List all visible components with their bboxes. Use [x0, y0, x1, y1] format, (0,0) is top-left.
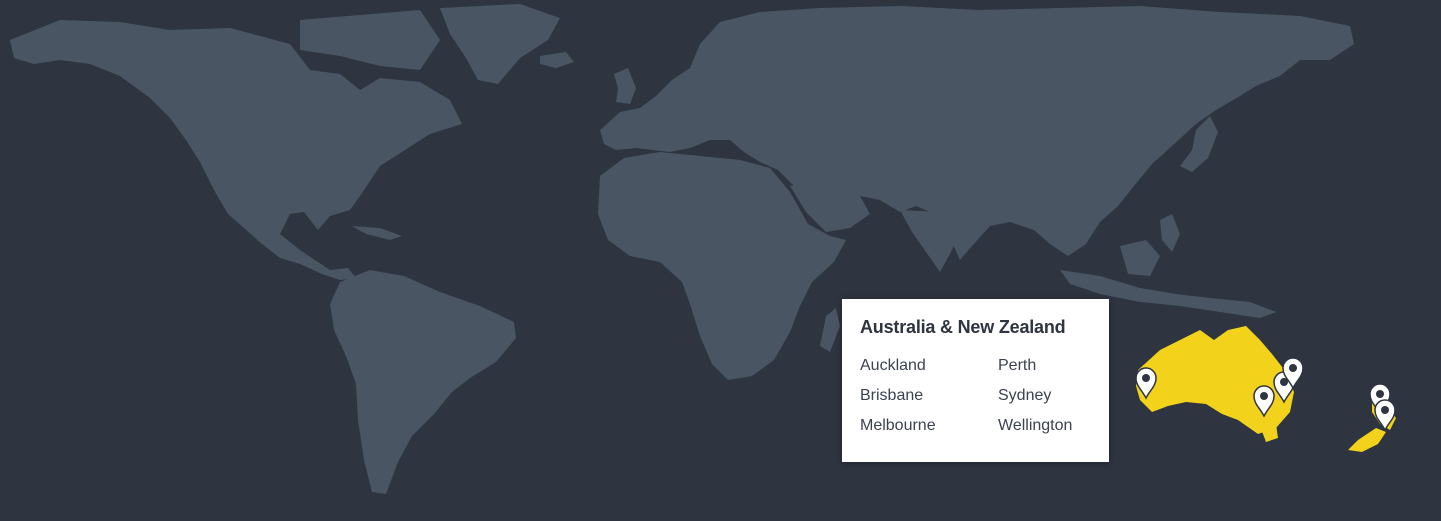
city-list: Auckland Perth Brisbane Sydney Melbourne…	[860, 356, 1091, 436]
city-item[interactable]: Wellington	[998, 417, 1073, 434]
land-arctic-islands	[300, 10, 440, 70]
map-pin-icon[interactable]	[1135, 367, 1157, 400]
region-info-card: Australia & New Zealand Auckland Perth B…	[842, 299, 1109, 462]
land-eurasia	[600, 6, 1354, 260]
highlight-new-zealand-south	[1348, 428, 1386, 452]
land-iceland	[540, 52, 574, 68]
city-item[interactable]: Melbourne	[860, 417, 936, 434]
land-japan	[1180, 116, 1218, 172]
city-item[interactable]: Sydney	[998, 387, 1052, 404]
land-caribbean	[352, 226, 402, 240]
highlight-tasmania	[1260, 424, 1278, 442]
map-pin-icon[interactable]	[1282, 357, 1304, 390]
city-item[interactable]: Perth	[998, 357, 1037, 374]
region-title: Australia & New Zealand	[860, 317, 1066, 337]
land-south-america	[330, 270, 516, 494]
land-philippines	[1160, 214, 1180, 252]
land-india	[900, 210, 960, 272]
map-pins	[1135, 357, 1396, 432]
land-indonesia	[1060, 270, 1276, 318]
land-africa	[598, 152, 846, 380]
land-arabia	[790, 180, 870, 232]
city-item[interactable]: Brisbane	[860, 387, 924, 404]
city-item[interactable]: Auckland	[860, 357, 926, 374]
land-uk	[614, 68, 636, 104]
land-greenland	[440, 4, 560, 84]
map-pin-icon[interactable]	[1374, 399, 1396, 432]
land-madagascar	[820, 308, 840, 352]
land-north-america	[10, 20, 462, 280]
map-pin-icon[interactable]	[1253, 385, 1275, 418]
land-borneo	[1120, 240, 1160, 276]
highlight-australia	[1136, 326, 1294, 434]
